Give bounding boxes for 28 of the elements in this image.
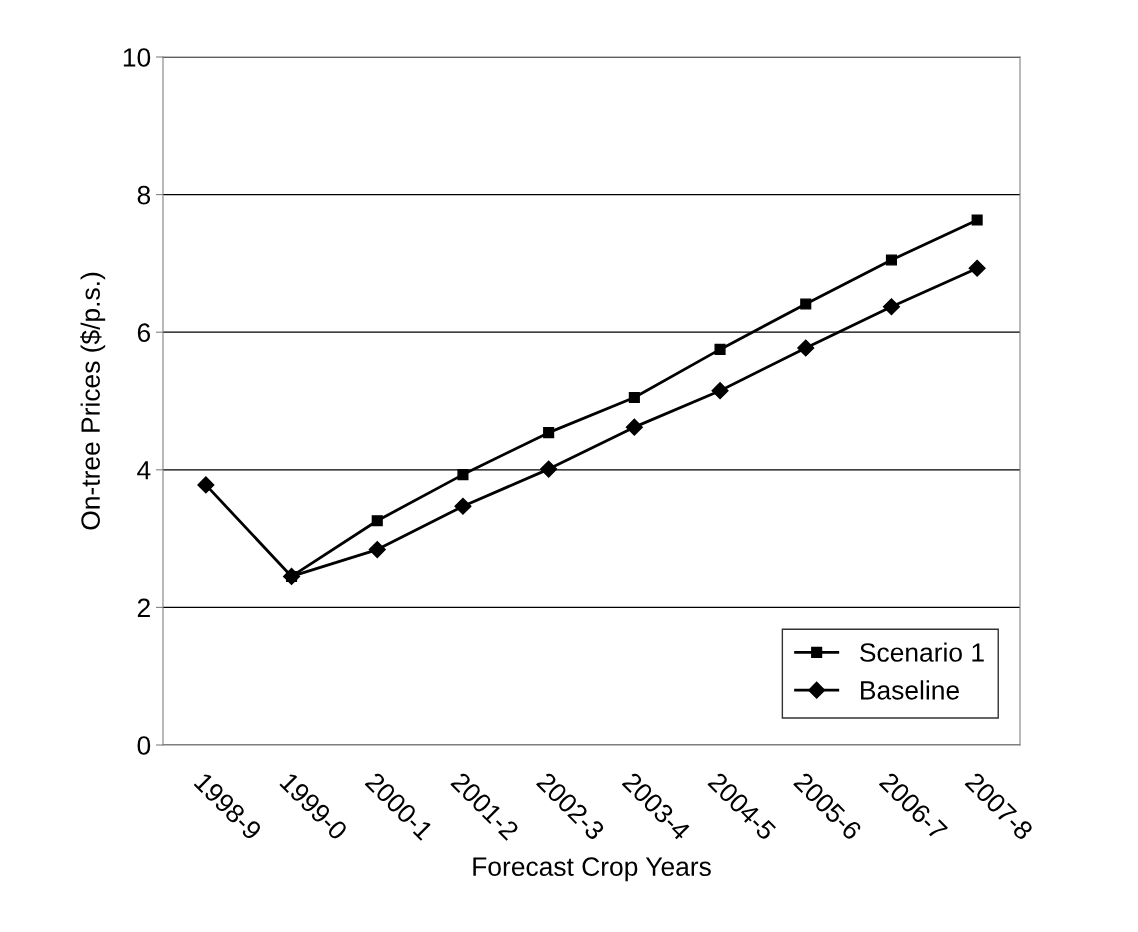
x-axis-title: Forecast Crop Years	[473, 857, 711, 882]
y-tick-label: 6	[137, 323, 151, 343]
y-axis-title: On-tree Prices ($/p.s.)	[80, 272, 106, 530]
point	[457, 469, 469, 481]
point	[368, 541, 386, 559]
point	[885, 254, 898, 266]
point	[625, 418, 643, 436]
point	[800, 298, 812, 310]
point	[371, 515, 383, 527]
y-tick-label: 8	[137, 185, 151, 205]
point	[797, 339, 815, 357]
point	[968, 259, 986, 277]
point	[282, 567, 301, 585]
legend-label: Baseline	[861, 680, 959, 700]
y-tick-label: 0	[137, 736, 151, 755]
y-tick-label: 2	[137, 598, 150, 617]
point	[714, 343, 726, 355]
point	[628, 392, 640, 404]
point	[540, 460, 558, 478]
point	[543, 427, 555, 439]
legend-label: Scenario 1	[860, 642, 984, 662]
point	[971, 214, 983, 226]
y-tick-label: 10	[123, 48, 151, 67]
y-tick-label: 4	[137, 461, 151, 480]
point	[882, 298, 901, 316]
point	[711, 382, 729, 400]
point	[454, 497, 472, 515]
point	[197, 476, 215, 494]
